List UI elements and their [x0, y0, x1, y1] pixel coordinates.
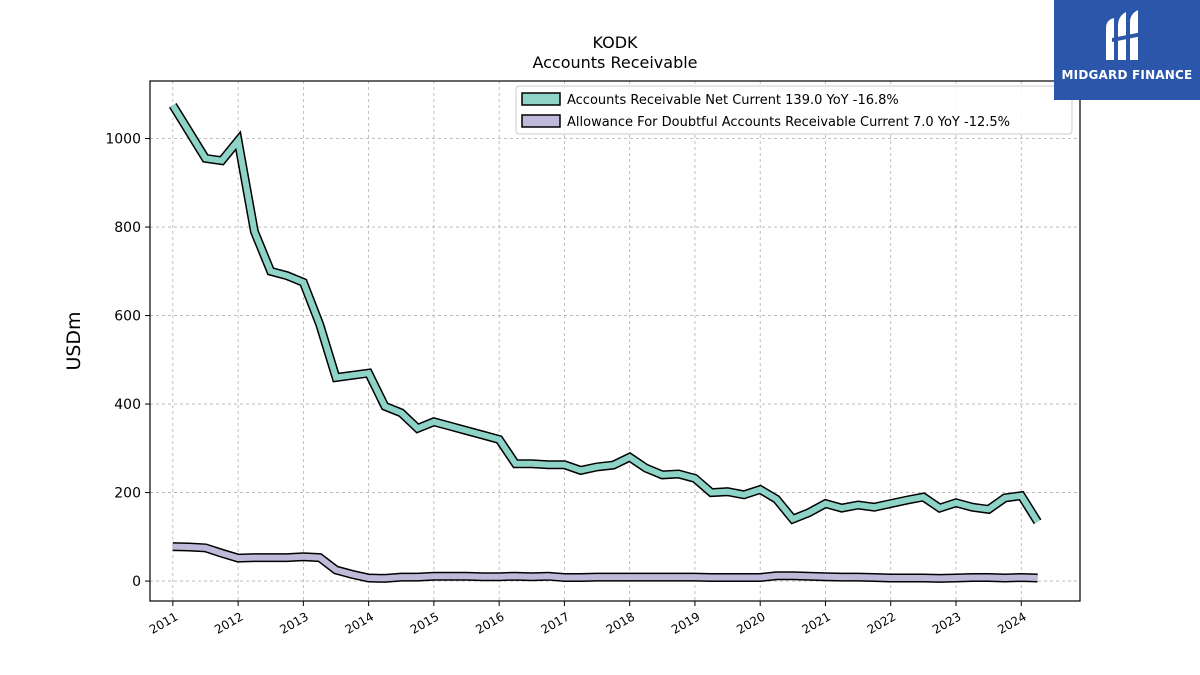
x-tick-label: 2024 [995, 609, 1028, 636]
x-tick-label: 2020 [734, 609, 767, 636]
x-tick-label: 2021 [800, 609, 833, 636]
x-tick-label: 2018 [604, 609, 637, 636]
series-line [170, 103, 1041, 524]
y-tick-label: 600 [114, 309, 141, 325]
y-tick-label: 800 [114, 220, 141, 236]
plot-frame [149, 80, 1081, 602]
grid-layer [150, 81, 1080, 601]
y-tick-label: 1000 [105, 132, 141, 148]
series-1 [172, 542, 1038, 583]
x-tick-label: 2015 [408, 609, 441, 636]
series-0 [168, 102, 1042, 525]
x-tick-label: 2016 [473, 609, 506, 636]
midgard-finance-logo: MIDGARD FINANCE [1054, 0, 1200, 100]
series-layer [168, 102, 1042, 583]
x-tick-label: 2017 [538, 609, 571, 636]
y-tick-label: 400 [114, 397, 141, 413]
chart-subtitle: Accounts Receivable [532, 53, 697, 72]
y-axis: 0 200 400 600 800 1000 [105, 132, 150, 590]
midgard-logo-icon [1106, 10, 1142, 60]
legend-box [515, 85, 1073, 135]
x-axis: 2011 2012 2013 2014 2015 2016 2017 2018 2019 2020… [147, 601, 1029, 637]
x-tick-label: 2023 [930, 609, 963, 636]
y-tick-label: 200 [114, 486, 141, 502]
series-outline [172, 542, 1038, 583]
x-tick-label: 2012 [212, 609, 245, 636]
x-tick-label: 2019 [669, 609, 702, 636]
x-tick-label: 2013 [277, 609, 310, 636]
x-tick-label: 2011 [147, 609, 180, 636]
y-axis-label: USDm [63, 311, 85, 370]
series-line [172, 543, 1038, 582]
legend-label-allowance: Allowance For Doubtful Accounts Receivab… [567, 115, 1010, 130]
chart-title: KODK [592, 33, 638, 52]
legend-label-ar-net: Accounts Receivable Net Current 139.0 Yo… [567, 93, 899, 108]
x-tick-label: 2014 [343, 609, 376, 636]
series-outline [168, 102, 1042, 525]
y-tick-label: 0 [132, 574, 141, 590]
x-tick-label: 2022 [865, 609, 898, 636]
legend-swatch-allowance [521, 114, 561, 128]
legend: Accounts Receivable Net Current 139.0 Yo… [515, 85, 1073, 135]
legend-swatch-ar-net [521, 92, 561, 106]
logo-text: MIDGARD FINANCE [1061, 68, 1193, 82]
